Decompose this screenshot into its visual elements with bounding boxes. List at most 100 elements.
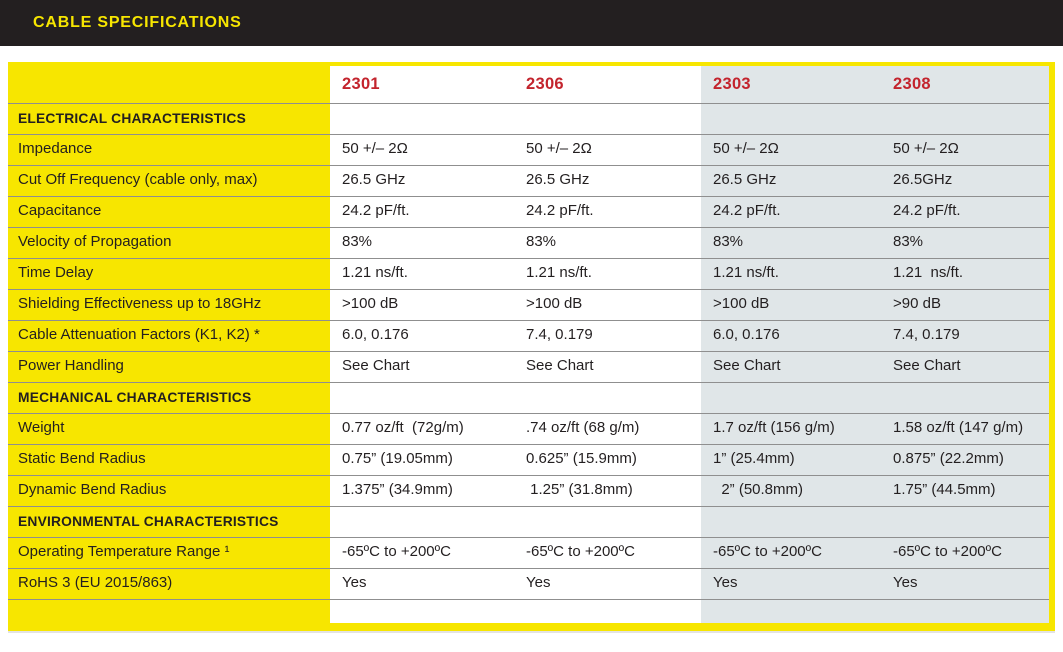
cell-value: Yes [514, 568, 701, 599]
cell-value: 0.875” (22.2mm) [881, 444, 1049, 475]
cell-value: See Chart [330, 351, 514, 382]
table-row: RoHS 3 (EU 2015/863) Yes Yes Yes Yes [8, 568, 1049, 599]
cell-value: 83% [514, 227, 701, 258]
cell-value: 6.0, 0.176 [330, 320, 514, 351]
cell-value: 24.2 pF/ft. [514, 196, 701, 227]
cell-value [514, 103, 701, 134]
cell-value: 7.4, 0.179 [881, 320, 1049, 351]
cell-value: >100 dB [330, 289, 514, 320]
cell-value [330, 103, 514, 134]
table-row: Weight 0.77 oz/ft (72g/m) .74 oz/ft (68 g/… [8, 413, 1049, 444]
cell-value: See Chart [701, 351, 881, 382]
row-label: Operating Temperature Range ¹ [8, 537, 330, 568]
cell-value: -65ºC to +200ºC [701, 537, 881, 568]
cell-value [514, 382, 701, 413]
filler-row [8, 599, 1049, 623]
cell-value: 1.58 oz/ft (147 g/m) [881, 413, 1049, 444]
cell-value: -65ºC to +200ºC [514, 537, 701, 568]
section-label: ENVIRONMENTAL CHARACTERISTICS [8, 506, 330, 537]
cell-value: 1.21 ns/ft. [701, 258, 881, 289]
cell-value [881, 599, 1049, 623]
cell-value [701, 506, 881, 537]
cell-value [330, 599, 514, 623]
cell-value: 50 +/– 2Ω [514, 134, 701, 165]
row-label: Static Bend Radius [8, 444, 330, 475]
cell-value [514, 599, 701, 623]
spec-table-container: 2301 2306 2303 2308 ELECTRICAL CHARACTER… [8, 62, 1055, 631]
column-header-row: 2301 2306 2303 2308 [8, 66, 1049, 103]
cell-value [514, 506, 701, 537]
cell-value [881, 382, 1049, 413]
cell-value: 83% [881, 227, 1049, 258]
cell-value: 0.625” (15.9mm) [514, 444, 701, 475]
corner-cell [8, 66, 330, 103]
section-label: MECHANICAL CHARACTERISTICS [8, 382, 330, 413]
cell-value: 26.5 GHz [330, 165, 514, 196]
cell-value [881, 103, 1049, 134]
table-row: Velocity of Propagation 83% 83% 83% 83% [8, 227, 1049, 258]
column-header-2303: 2303 [701, 66, 881, 103]
cell-value: See Chart [514, 351, 701, 382]
cell-value [330, 506, 514, 537]
cell-value [701, 382, 881, 413]
row-label: Capacitance [8, 196, 330, 227]
cell-value: .74 oz/ft (68 g/m) [514, 413, 701, 444]
row-label: Power Handling [8, 351, 330, 382]
table-row: Shielding Effectiveness up to 18GHz >100 … [8, 289, 1049, 320]
table-row: Operating Temperature Range ¹ -65ºC to +2… [8, 537, 1049, 568]
table-row: Time Delay 1.21 ns/ft. 1.21 ns/ft. 1.21 ns/… [8, 258, 1049, 289]
table-row: Impedance 50 +/– 2Ω 50 +/– 2Ω 50 +/– 2Ω 50 +… [8, 134, 1049, 165]
cell-value: 1” (25.4mm) [701, 444, 881, 475]
cell-value: 26.5 GHz [701, 165, 881, 196]
cell-value: 0.77 oz/ft (72g/m) [330, 413, 514, 444]
spec-table-body: ELECTRICAL CHARACTERISTICS Impedance 50 +/… [8, 103, 1049, 623]
title-banner: CABLE SPECIFICATIONS [0, 0, 1063, 46]
table-row: Cable Attenuation Factors (K1, K2) * 6.0,… [8, 320, 1049, 351]
cell-value: 24.2 pF/ft. [701, 196, 881, 227]
column-header-2301: 2301 [330, 66, 514, 103]
row-label: RoHS 3 (EU 2015/863) [8, 568, 330, 599]
cell-value [881, 506, 1049, 537]
cell-value [701, 103, 881, 134]
cell-value: 0.75” (19.05mm) [330, 444, 514, 475]
cell-value: 1.21 ns/ft. [330, 258, 514, 289]
cell-value: 83% [701, 227, 881, 258]
cell-value: 2” (50.8mm) [701, 475, 881, 506]
row-label: Impedance [8, 134, 330, 165]
cell-value: 1.21 ns/ft. [881, 258, 1049, 289]
table-row: Capacitance 24.2 pF/ft. 24.2 pF/ft. 24.2 pF… [8, 196, 1049, 227]
spec-table: 2301 2306 2303 2308 ELECTRICAL CHARACTER… [8, 66, 1049, 623]
cell-value: 7.4, 0.179 [514, 320, 701, 351]
cell-value [330, 382, 514, 413]
cell-value: 83% [330, 227, 514, 258]
cell-value: 1.375” (34.9mm) [330, 475, 514, 506]
cell-value: 1.75” (44.5mm) [881, 475, 1049, 506]
table-row: Dynamic Bend Radius 1.375” (34.9mm) 1.25”… [8, 475, 1049, 506]
column-header-2308: 2308 [881, 66, 1049, 103]
cell-value: >100 dB [514, 289, 701, 320]
row-label: Time Delay [8, 258, 330, 289]
cell-value: -65ºC to +200ºC [881, 537, 1049, 568]
section-row: MECHANICAL CHARACTERISTICS [8, 382, 1049, 413]
cell-value: 50 +/– 2Ω [330, 134, 514, 165]
page-title: CABLE SPECIFICATIONS [33, 14, 242, 31]
cell-value: -65ºC to +200ºC [330, 537, 514, 568]
cell-value: 1.21 ns/ft. [514, 258, 701, 289]
table-row: Static Bend Radius 0.75” (19.05mm) 0.625” … [8, 444, 1049, 475]
section-row: ELECTRICAL CHARACTERISTICS [8, 103, 1049, 134]
cell-value: See Chart [881, 351, 1049, 382]
table-row: Power Handling See Chart See Chart See Char… [8, 351, 1049, 382]
cell-value: Yes [330, 568, 514, 599]
section-label: ELECTRICAL CHARACTERISTICS [8, 103, 330, 134]
cell-value: 6.0, 0.176 [701, 320, 881, 351]
row-label: Velocity of Propagation [8, 227, 330, 258]
cell-value: 24.2 pF/ft. [330, 196, 514, 227]
row-label: Weight [8, 413, 330, 444]
cell-value: >90 dB [881, 289, 1049, 320]
cell-value: 26.5 GHz [514, 165, 701, 196]
cell-value [701, 599, 881, 623]
cell-value: 50 +/– 2Ω [701, 134, 881, 165]
cell-value: >100 dB [701, 289, 881, 320]
row-label: Dynamic Bend Radius [8, 475, 330, 506]
cell-value: Yes [701, 568, 881, 599]
